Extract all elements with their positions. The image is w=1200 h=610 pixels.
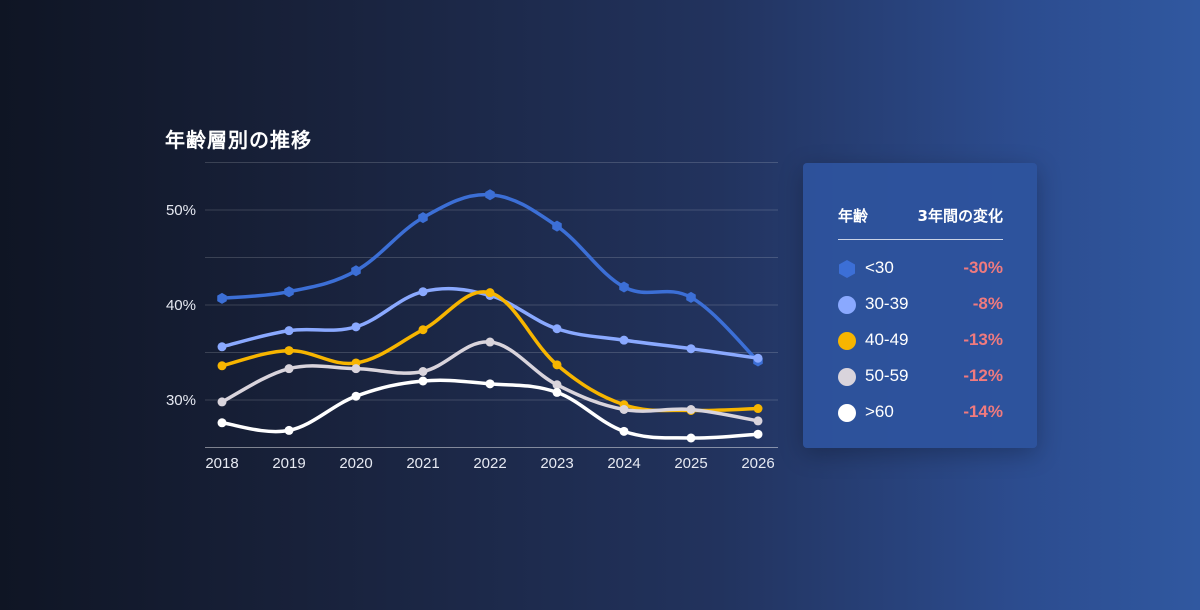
legend-item-label: <30 bbox=[865, 258, 894, 277]
x-tick-label: 2019 bbox=[272, 455, 305, 472]
data-point bbox=[485, 337, 495, 347]
legend-item-40-49: 40-49 -13% bbox=[838, 329, 1003, 353]
y-tick-label: 40% bbox=[166, 297, 196, 314]
data-point bbox=[351, 265, 361, 277]
y-axis-ticks: 30% 40% 50% bbox=[166, 202, 196, 409]
series-5 bbox=[217, 376, 763, 443]
data-point bbox=[351, 364, 361, 374]
series-line bbox=[220, 192, 760, 363]
data-point bbox=[284, 425, 294, 435]
data-point bbox=[217, 418, 227, 428]
legend-item-label: >60 bbox=[865, 402, 894, 421]
series-4 bbox=[217, 337, 763, 426]
x-tick-label: 2026 bbox=[741, 455, 774, 472]
data-point bbox=[284, 346, 294, 356]
x-axis-ticks: 2018 2019 2020 2021 2022 2023 2024 2025 2026 bbox=[205, 455, 774, 472]
legend-item-change: -30% bbox=[963, 258, 1003, 277]
x-tick-label: 2018 bbox=[205, 455, 238, 472]
data-point bbox=[217, 397, 227, 407]
data-point bbox=[217, 361, 227, 371]
data-point bbox=[485, 379, 495, 389]
legend-item-change: -12% bbox=[963, 366, 1003, 385]
legend-item-label: 40-49 bbox=[865, 330, 909, 349]
data-point bbox=[418, 325, 428, 335]
circle-marker-icon bbox=[838, 404, 856, 422]
data-point bbox=[284, 286, 294, 298]
legend-item-change: -8% bbox=[972, 294, 1003, 313]
legend-item-label: 30-39 bbox=[865, 294, 909, 313]
y-tick-label: 50% bbox=[166, 202, 196, 219]
data-point bbox=[217, 342, 227, 352]
circle-marker-icon bbox=[838, 332, 856, 350]
legend-header-change: 3年間の変化 bbox=[917, 207, 1003, 225]
data-point bbox=[485, 288, 495, 298]
legend-item-change: -14% bbox=[963, 402, 1003, 421]
x-tick-label: 2024 bbox=[607, 455, 640, 472]
data-point bbox=[753, 353, 763, 363]
data-point bbox=[552, 380, 562, 390]
x-tick-label: 2025 bbox=[674, 455, 707, 472]
data-point bbox=[418, 287, 428, 297]
chart-title: 年齢層別の推移 bbox=[165, 128, 312, 152]
legend-header-age: 年齢 bbox=[838, 207, 869, 225]
data-point bbox=[552, 324, 562, 334]
data-point bbox=[418, 376, 428, 386]
legend-item-under-30: <30 -30% bbox=[838, 257, 1003, 281]
x-tick-label: 2022 bbox=[473, 455, 506, 472]
x-tick-label: 2021 bbox=[406, 455, 439, 472]
y-tick-label: 30% bbox=[166, 392, 196, 409]
data-point bbox=[619, 405, 629, 414]
grid-lines bbox=[205, 162, 778, 448]
data-point bbox=[284, 364, 294, 374]
circle-marker-icon bbox=[838, 368, 856, 386]
legend-item-50-59: 50-59 -12% bbox=[838, 365, 1003, 389]
data-point bbox=[351, 322, 361, 332]
data-point bbox=[217, 292, 227, 304]
data-point bbox=[351, 391, 361, 401]
data-point bbox=[485, 189, 495, 201]
data-point bbox=[619, 426, 629, 436]
legend-item-change: -13% bbox=[963, 330, 1003, 349]
data-point bbox=[552, 360, 562, 370]
data-point bbox=[686, 433, 696, 443]
hexagon-marker-icon bbox=[838, 260, 856, 278]
legend-item-30-39: 30-39 -8% bbox=[838, 293, 1003, 317]
data-point bbox=[686, 405, 696, 414]
data-point bbox=[619, 281, 629, 293]
data-point bbox=[686, 344, 696, 354]
legend-panel: 年齢 3年間の変化 <30 -30% 30-39 -8% 40-49 -13% … bbox=[803, 163, 1037, 448]
x-tick-label: 2020 bbox=[339, 455, 372, 472]
series-3 bbox=[217, 288, 763, 415]
data-point bbox=[418, 367, 428, 376]
circle-marker-icon bbox=[838, 296, 856, 314]
data-point bbox=[619, 335, 629, 345]
data-point bbox=[418, 212, 428, 224]
legend-item-label: 50-59 bbox=[865, 366, 909, 385]
data-point bbox=[552, 220, 562, 232]
data-point bbox=[753, 416, 763, 426]
legend-header: 年齢 3年間の変化 bbox=[838, 205, 1003, 226]
data-point bbox=[552, 387, 562, 397]
data-point bbox=[753, 404, 763, 414]
data-point bbox=[284, 326, 294, 336]
data-point bbox=[753, 429, 763, 439]
legend-divider bbox=[838, 239, 1003, 240]
series-lines bbox=[217, 189, 763, 443]
data-point bbox=[686, 291, 696, 303]
legend-item-over-60: >60 -14% bbox=[838, 401, 1003, 425]
x-tick-label: 2023 bbox=[540, 455, 573, 472]
series-line bbox=[220, 290, 760, 413]
